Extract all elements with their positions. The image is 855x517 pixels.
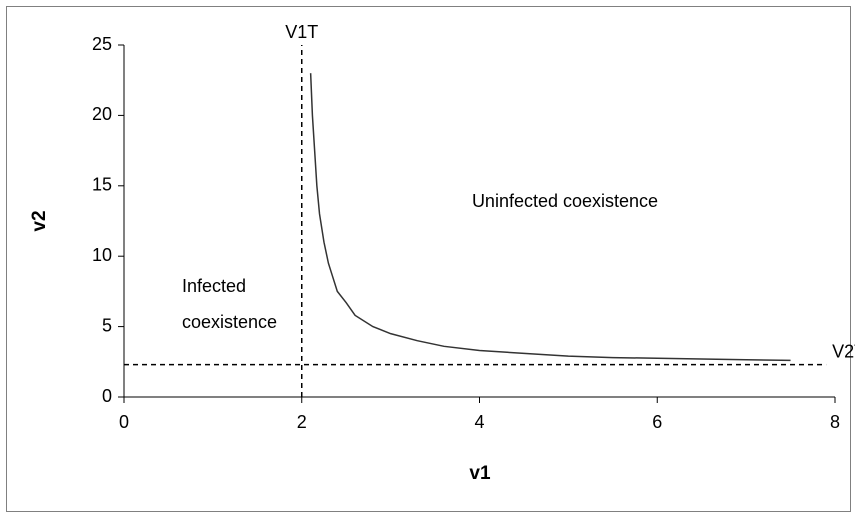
region-label: coexistence — [182, 312, 277, 332]
y-tick-label: 5 — [102, 315, 112, 335]
y-tick-label: 15 — [92, 175, 112, 195]
x-axis-title: v1 — [469, 463, 491, 484]
curve — [309, 73, 791, 362]
threshold-label: V2T — [832, 341, 855, 361]
x-tick-label: 4 — [474, 412, 484, 432]
threshold-label: V1T — [285, 22, 318, 42]
y-tick-label: 25 — [92, 34, 112, 54]
y-tick-label: 20 — [92, 104, 112, 124]
region-label: Uninfected coexistence — [472, 191, 658, 211]
chart-border — [6, 6, 851, 512]
y-tick-label: 0 — [102, 386, 112, 406]
region-label: Infected — [182, 276, 246, 296]
x-tick-label: 6 — [652, 412, 662, 432]
y-tick-label: 10 — [92, 245, 112, 265]
y-axis-title: v2 — [29, 210, 50, 231]
x-tick-label: 8 — [830, 412, 840, 432]
x-tick-label: 0 — [119, 412, 129, 432]
x-tick-label: 2 — [297, 412, 307, 432]
